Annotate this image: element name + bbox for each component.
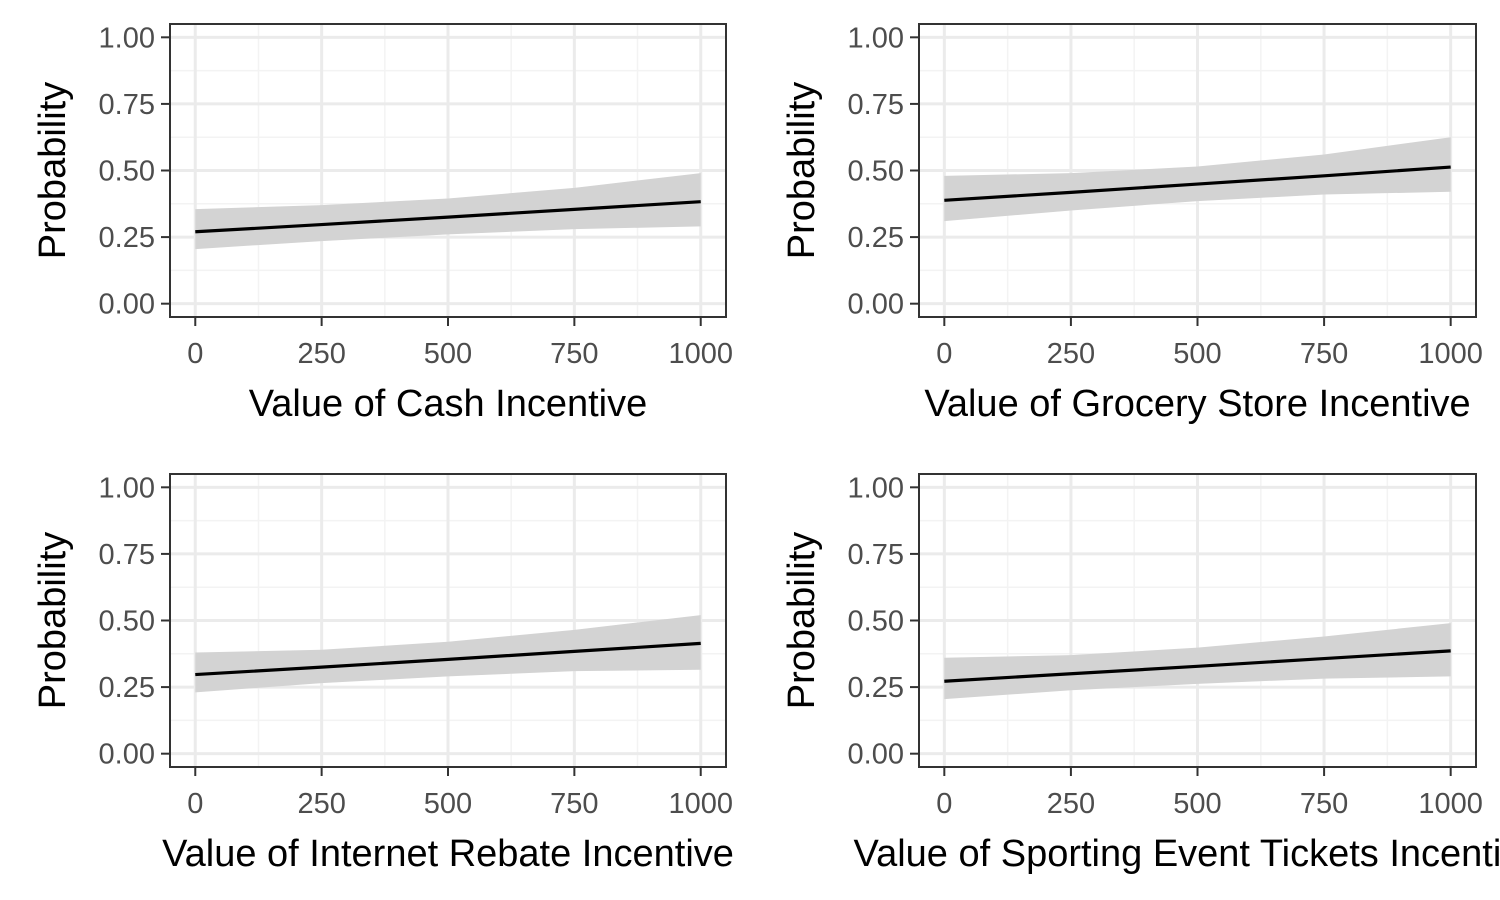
y-tick-label: 1.00	[848, 22, 904, 54]
y-axis-title: Probability	[781, 82, 823, 259]
y-tick-label: 0.25	[848, 672, 904, 704]
x-tick-label: 1000	[1418, 338, 1483, 370]
y-tick-label: 0.50	[848, 156, 904, 188]
y-tick-label: 0.00	[99, 289, 155, 321]
x-tick-label: 0	[187, 338, 203, 370]
x-tick-label: 250	[1047, 788, 1095, 820]
x-tick-label: 0	[936, 788, 952, 820]
series-line	[944, 165, 1451, 202]
x-tick-label: 1000	[668, 788, 733, 820]
panel-cash-incentive: 0 250 500 750 1000 0.00 0.25 0.50 0.75 1.00 Value …	[32, 22, 733, 425]
x-tick-label: 500	[1173, 788, 1221, 820]
y-tick-label: 1.00	[99, 472, 155, 504]
confidence-ribbon	[944, 137, 1451, 222]
x-tick-label: 250	[1047, 338, 1095, 370]
y-tick-label: 0.50	[99, 156, 155, 188]
y-tick-label: 0.75	[848, 89, 904, 121]
series-line	[195, 641, 701, 677]
y-axis-title: Probability	[32, 532, 74, 709]
y-tick-label: 0.00	[848, 289, 904, 321]
x-axis-title: Value of Cash Incentive	[249, 383, 648, 425]
y-tick-label: 0.00	[848, 739, 904, 771]
x-axis-title: Value of Internet Rebate Incentive	[162, 833, 734, 875]
confidence-ribbon	[195, 173, 701, 250]
y-tick-label: 1.00	[99, 22, 155, 54]
y-tick-label: 0.00	[99, 739, 155, 771]
panel-sporting-event-tickets-incentive: 0 250 500 750 1000 0.00 0.25 0.50 0.75 1.00 Value …	[781, 472, 1500, 875]
x-tick-label: 750	[1300, 788, 1348, 820]
x-tick-label: 1000	[668, 338, 733, 370]
y-tick-label: 0.50	[99, 606, 155, 638]
x-tick-label: 500	[424, 788, 472, 820]
x-axis-title: Value of Sporting Event Tickets Incentiv…	[854, 833, 1500, 875]
x-tick-label: 500	[424, 338, 472, 370]
x-tick-label: 750	[550, 788, 598, 820]
x-tick-label: 500	[1173, 338, 1221, 370]
x-axis-title: Value of Grocery Store Incentive	[924, 383, 1470, 425]
series-line	[195, 200, 701, 234]
x-tick-label: 0	[187, 788, 203, 820]
y-tick-label: 0.25	[99, 672, 155, 704]
y-tick-label: 0.75	[99, 89, 155, 121]
y-tick-label: 0.25	[848, 222, 904, 254]
x-tick-label: 250	[297, 338, 345, 370]
x-tick-label: 1000	[1418, 788, 1483, 820]
y-tick-label: 0.75	[848, 539, 904, 571]
confidence-ribbon	[195, 615, 701, 693]
panel-grocery-store-incentive: 0 250 500 750 1000 0.00 0.25 0.50 0.75 1.00 Value …	[781, 22, 1483, 425]
y-tick-label: 0.50	[848, 606, 904, 638]
series-line	[944, 649, 1451, 683]
x-tick-label: 750	[1300, 338, 1348, 370]
y-tick-label: 0.75	[99, 539, 155, 571]
panel-internet-rebate-incentive: 0 250 500 750 1000 0.00 0.25 0.50 0.75 1.00 Value …	[32, 472, 734, 875]
y-tick-label: 0.25	[99, 222, 155, 254]
x-tick-label: 750	[550, 338, 598, 370]
y-axis-title: Probability	[781, 532, 823, 709]
y-tick-label: 1.00	[848, 472, 904, 504]
y-axis-title: Probability	[32, 82, 74, 259]
x-tick-label: 0	[936, 338, 952, 370]
x-tick-label: 250	[297, 788, 345, 820]
confidence-ribbon	[944, 623, 1451, 700]
